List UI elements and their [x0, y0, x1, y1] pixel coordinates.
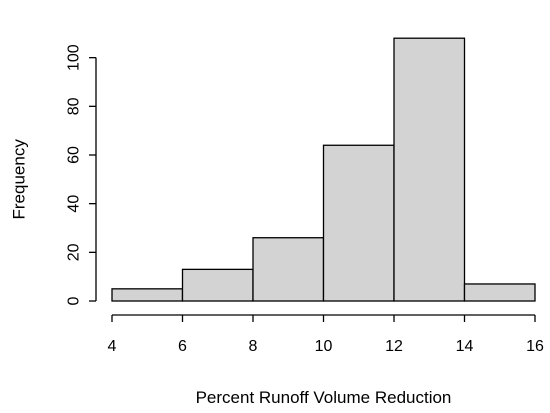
- y-tick-label: 0: [66, 296, 83, 305]
- histogram-bar: [463, 283, 536, 302]
- x-tick-label: 10: [315, 338, 333, 355]
- x-tick-label: 16: [526, 338, 544, 355]
- y-axis: 0 20 40 60 80 100: [66, 44, 97, 305]
- x-tick-label: 8: [249, 338, 258, 355]
- y-tick-label: 20: [66, 243, 83, 261]
- y-tick-label: 60: [66, 146, 83, 164]
- histogram-bar: [393, 37, 466, 302]
- x-tick-label: 14: [456, 338, 474, 355]
- histogram-bar: [252, 237, 325, 302]
- histogram-bar: [111, 288, 184, 302]
- x-tick-label: 6: [178, 338, 187, 355]
- histogram-bar: [181, 268, 254, 302]
- x-tick-label: 4: [108, 338, 117, 355]
- y-tick-label: 40: [66, 195, 83, 213]
- histogram-bars: [111, 37, 536, 302]
- y-tick-label: 80: [66, 97, 83, 115]
- x-axis-title: Percent Runoff Volume Reduction: [196, 388, 452, 407]
- histogram-bar: [322, 144, 395, 302]
- x-axis: 4 6 8 10 12 14 16: [108, 314, 544, 355]
- y-tick-label: 100: [66, 44, 83, 71]
- y-axis-title: Frequency: [10, 139, 29, 220]
- x-tick-label: 12: [385, 338, 403, 355]
